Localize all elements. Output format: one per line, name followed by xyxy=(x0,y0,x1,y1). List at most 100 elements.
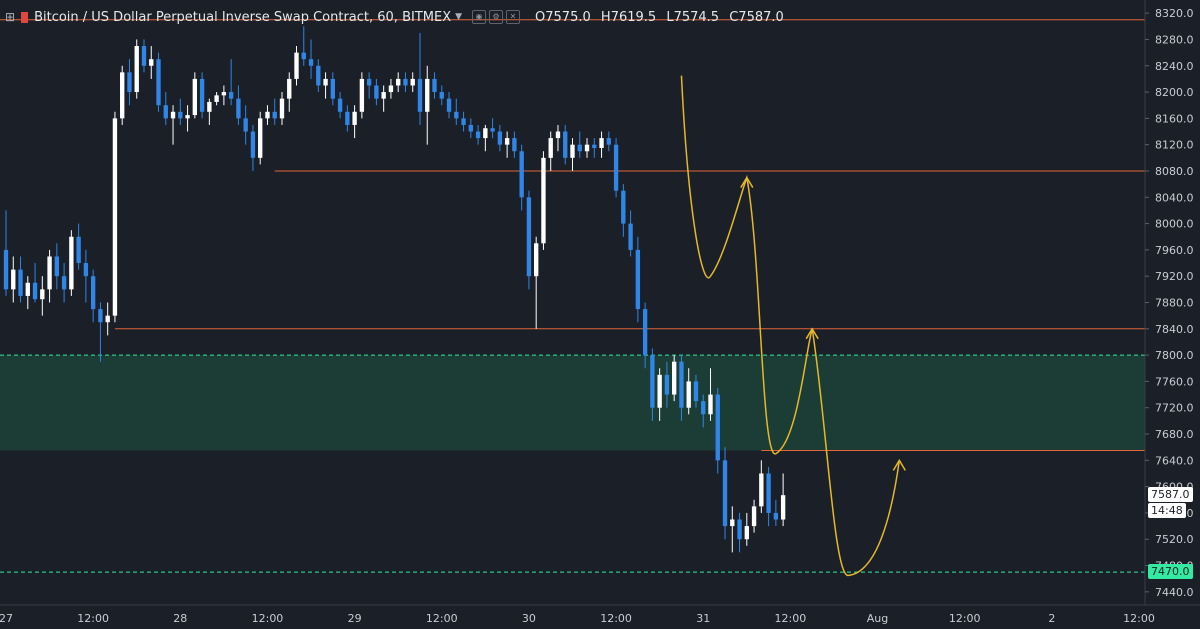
candle-body xyxy=(352,111,357,125)
x-tick-label: 12:00 xyxy=(775,612,807,625)
candle-body xyxy=(40,289,45,300)
close-label: C xyxy=(729,9,739,25)
candle-body xyxy=(672,361,677,395)
candle-body xyxy=(98,309,103,323)
candle-body xyxy=(120,72,125,119)
x-tick-label: 2 xyxy=(1048,612,1055,625)
x-tick-label: 29 xyxy=(348,612,362,625)
y-tick-label: 7800.0 xyxy=(1155,349,1194,362)
symbol-title[interactable]: Bitcoin / US Dollar Perpetual Inverse Sw… xyxy=(34,9,452,25)
candle-body xyxy=(708,394,713,415)
candle-body xyxy=(584,144,590,152)
candle-body xyxy=(693,381,699,402)
candle-body xyxy=(657,374,662,408)
y-tick-label: 7720.0 xyxy=(1155,402,1194,415)
x-tick-label: 12:00 xyxy=(77,612,109,625)
candle-body xyxy=(127,72,132,93)
candle-body xyxy=(265,111,270,119)
candle-body xyxy=(650,355,655,408)
candle-body xyxy=(83,263,89,277)
candle-body xyxy=(388,85,394,93)
x-tick-label: 12:00 xyxy=(600,612,632,625)
y-tick-label: 7920.0 xyxy=(1155,270,1194,283)
y-tick-label: 7520.0 xyxy=(1155,533,1194,546)
candle-body xyxy=(534,243,539,277)
close-value: 7587.0 xyxy=(738,9,784,25)
projection-arrowhead xyxy=(805,327,819,340)
countdown-tag: 14:48 xyxy=(1148,503,1186,518)
x-tick-label: 12:00 xyxy=(426,612,458,625)
candle-body xyxy=(468,124,473,132)
x-tick-label: 27 xyxy=(0,612,13,625)
x-tick-label: 28 xyxy=(173,612,187,625)
candle-body xyxy=(11,269,16,290)
projection-arrowhead xyxy=(892,458,906,471)
y-tick-label: 7840.0 xyxy=(1155,323,1194,336)
candle-body xyxy=(54,256,60,277)
candle-body xyxy=(730,519,735,527)
candle-body xyxy=(308,59,314,66)
candle-body xyxy=(178,111,183,119)
x-tick-label: 30 xyxy=(522,612,536,625)
y-tick-label: 7960.0 xyxy=(1155,244,1194,257)
candle-body xyxy=(461,118,466,125)
candle-body xyxy=(519,151,524,198)
candle-body xyxy=(766,473,771,513)
candle-body xyxy=(149,59,154,66)
candle-body xyxy=(316,65,321,86)
candle-body xyxy=(25,282,30,296)
y-tick-label: 8080.0 xyxy=(1155,165,1194,178)
y-tick-label: 8040.0 xyxy=(1155,191,1194,204)
candle-body xyxy=(613,144,619,191)
open-value: 7575.0 xyxy=(545,9,591,25)
ohlc-values: O7575.0 H7619.5 L7574.5 C7587.0 xyxy=(535,10,790,25)
candle-body xyxy=(323,78,328,86)
candle-body xyxy=(621,190,626,224)
demand-zone xyxy=(0,355,1145,451)
candle-body xyxy=(773,512,779,520)
candle-body xyxy=(497,131,503,145)
candle-body xyxy=(454,111,459,119)
candle-body xyxy=(577,144,582,152)
candle-body xyxy=(243,118,248,132)
y-tick-label: 8240.0 xyxy=(1155,60,1194,73)
candle-body xyxy=(628,223,633,250)
candle-body xyxy=(366,78,372,86)
x-tick-label: 12:00 xyxy=(949,612,981,625)
symbol-flag-icon xyxy=(21,11,29,23)
candle-body xyxy=(185,115,190,119)
x-tick-label: 12:00 xyxy=(252,612,284,625)
eye-icon[interactable]: ◉ xyxy=(472,10,487,24)
candle-body xyxy=(635,249,641,310)
x-tick-label: 31 xyxy=(696,612,710,625)
candle-body xyxy=(301,52,306,60)
candle-body xyxy=(214,95,219,102)
candle-body xyxy=(47,256,52,290)
candle-body xyxy=(686,381,691,408)
candle-body xyxy=(526,197,532,277)
y-tick-label: 7440.0 xyxy=(1155,586,1194,599)
close-icon[interactable]: ✕ xyxy=(506,10,521,24)
candle-body xyxy=(664,374,670,395)
expand-icon[interactable]: ⊞ xyxy=(5,10,16,24)
candle-body xyxy=(76,236,81,264)
candle-body xyxy=(258,118,263,158)
candle-body xyxy=(432,78,437,93)
settings-icon[interactable]: ⚙ xyxy=(489,10,504,24)
candle-body xyxy=(374,85,379,99)
candle-body xyxy=(483,128,488,139)
low-label: L xyxy=(666,9,674,25)
candle-body xyxy=(287,78,292,99)
candle-body xyxy=(606,138,611,145)
chevron-down-icon[interactable]: ▼ xyxy=(455,12,463,22)
chart-header: ⊞ Bitcoin / US Dollar Perpetual Inverse … xyxy=(0,0,1145,34)
candle-body xyxy=(425,78,430,112)
y-tick-label: 8120.0 xyxy=(1155,139,1194,152)
support-price-tag: 7470.0 xyxy=(1148,564,1193,579)
y-tick-label: 7640.0 xyxy=(1155,454,1194,467)
candle-body xyxy=(555,131,561,139)
y-tick-label: 8160.0 xyxy=(1155,112,1194,125)
candle-body xyxy=(475,131,481,139)
y-tick-label: 7760.0 xyxy=(1155,375,1194,388)
